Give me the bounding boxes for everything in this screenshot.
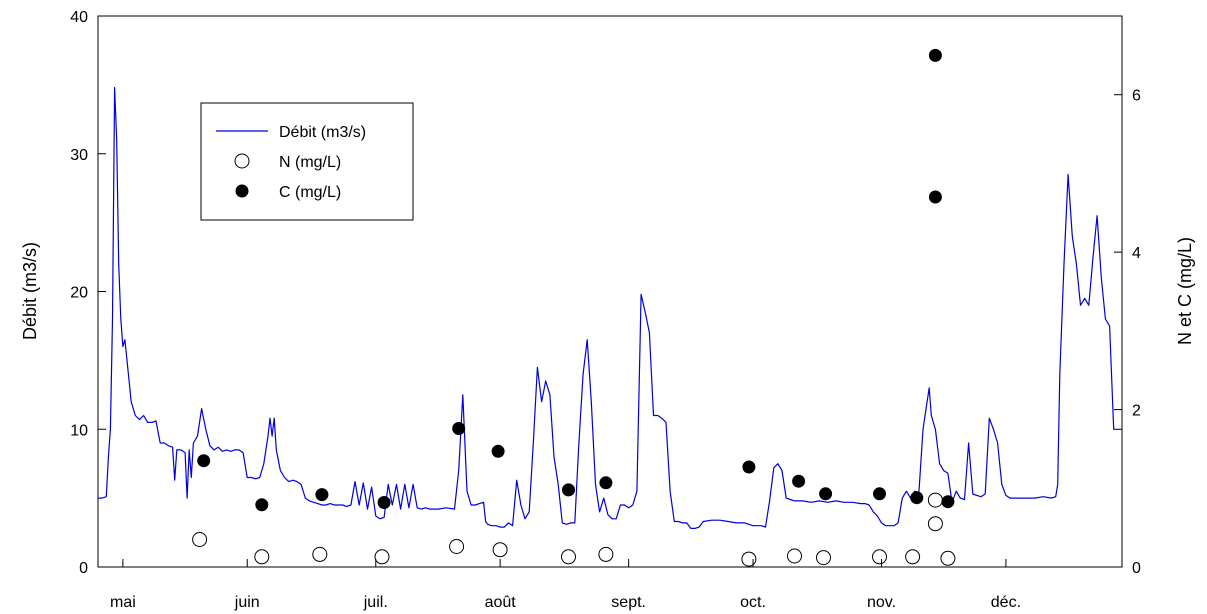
x-axis: mai juin juil. août sept. oct. nov. déc. (110, 559, 1021, 611)
left-tick-label-3: 30 (70, 147, 88, 164)
x-tick-label-7: déc. (991, 594, 1021, 611)
x-tick-label-6: nov. (867, 594, 896, 611)
n-point-14 (927, 492, 943, 508)
legend-debit-label: Débit (m3/s) (279, 124, 366, 141)
left-tick-label-2: 20 (70, 285, 88, 302)
right-tick-label-3: 6 (1132, 88, 1141, 105)
c-point-3 (377, 496, 391, 509)
plot-marks (98, 48, 1122, 567)
c-point-10 (819, 487, 833, 501)
series-line-debit (98, 87, 1122, 529)
c-point-12 (910, 491, 924, 505)
n-point-13 (927, 516, 943, 532)
right-y-axis-title: N et C (mg/L) (1175, 237, 1195, 345)
n-point-8 (741, 551, 757, 567)
n-point-7 (598, 546, 614, 562)
n-point-15 (940, 550, 956, 566)
c-point-6 (562, 483, 575, 497)
right-tick-label-2: 4 (1132, 245, 1141, 262)
right-tick-label-1: 2 (1132, 403, 1141, 420)
c-point-14 (928, 190, 942, 204)
c-point-1 (255, 498, 269, 512)
x-tick-label-1: juin (234, 594, 260, 611)
legend-n-marker (234, 153, 250, 169)
x-tick-label-5: oct. (740, 594, 766, 611)
c-point-9 (792, 474, 806, 488)
x-tick-label-3: août (485, 594, 517, 611)
n-point-0 (192, 532, 208, 547)
left-tick-label-0: 0 (79, 560, 88, 577)
c-point-11 (873, 487, 886, 501)
c-point-15 (941, 495, 955, 509)
n-point-2 (312, 546, 328, 562)
n-point-12 (905, 549, 921, 565)
n-point-11 (872, 549, 887, 565)
c-point-5 (491, 444, 505, 458)
c-point-13 (928, 48, 942, 62)
n-point-3 (374, 549, 390, 565)
n-point-5 (492, 542, 508, 558)
n-point-10 (816, 550, 831, 566)
c-point-8 (742, 460, 756, 474)
left-tick-label-1: 10 (70, 422, 88, 439)
x-tick-label-2: juil. (363, 594, 388, 611)
x-tick-label-4: sept. (611, 594, 646, 611)
left-y-axis-title: Débit (m3/s) (20, 242, 40, 340)
c-point-4 (452, 422, 466, 435)
n-point-6 (561, 549, 576, 565)
n-point-9 (787, 548, 802, 564)
left-tick-label-4: 40 (70, 9, 88, 26)
legend-n-label: N (mg/L) (279, 154, 341, 171)
n-point-4 (449, 539, 465, 554)
x-tick-label-0: mai (110, 594, 136, 611)
c-point-2 (315, 488, 329, 502)
n-point-1 (254, 549, 270, 565)
left-y-axis: 0 10 20 30 40 (70, 9, 106, 577)
legend-c-label: C (mg/L) (279, 184, 341, 201)
legend: Débit (m3/s) N (mg/L) C (mg/L) (200, 102, 414, 221)
right-y-axis: 0 2 4 6 (1114, 88, 1141, 577)
c-point-0 (197, 454, 211, 468)
right-tick-label-0: 0 (1132, 560, 1141, 577)
legend-c-marker (235, 184, 249, 198)
c-point-7 (599, 476, 613, 490)
